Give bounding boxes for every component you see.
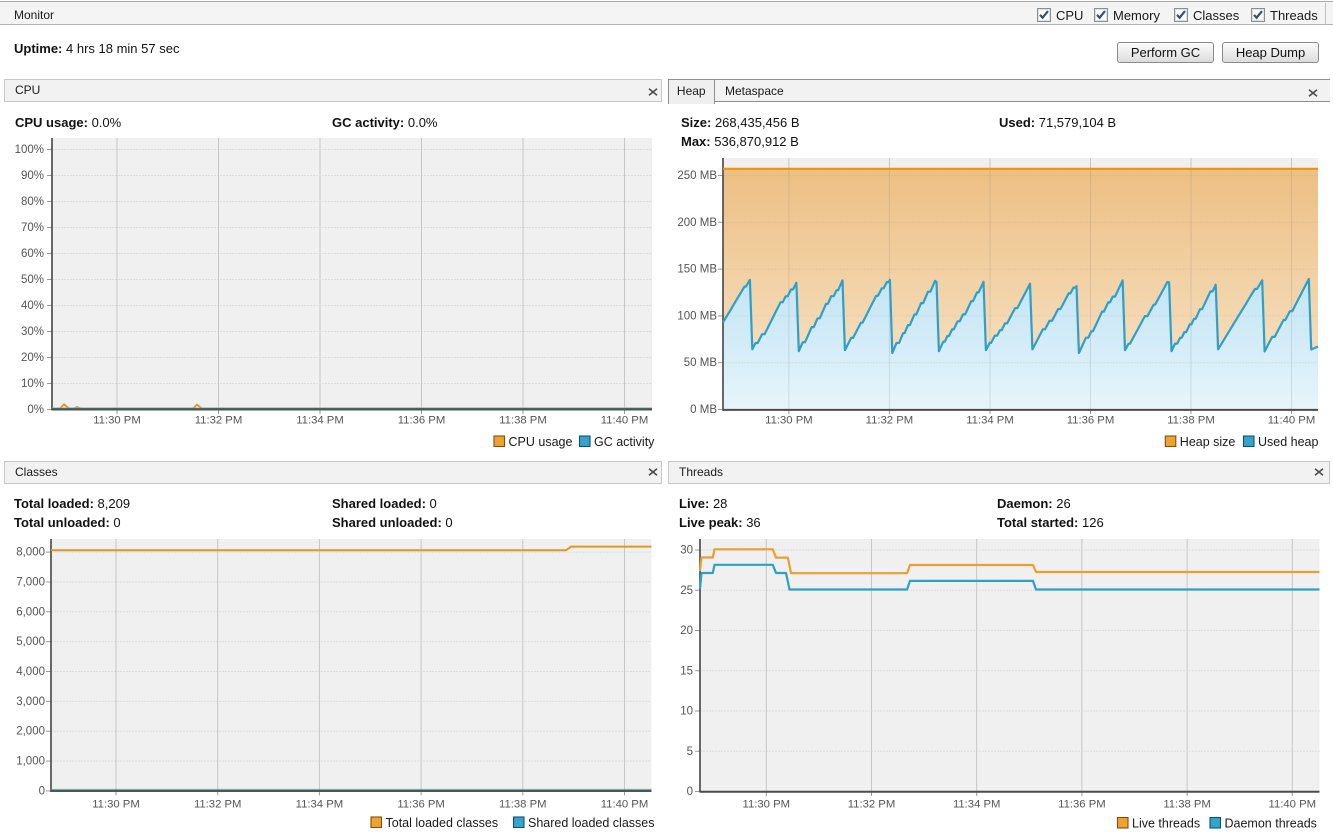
svg-text:20%: 20% [21, 352, 44, 364]
svg-text:Total loaded classes: Total loaded classes [386, 816, 499, 830]
svg-text:250 MB: 250 MB [677, 170, 717, 182]
svg-text:11:36 PM: 11:36 PM [398, 415, 446, 427]
svg-text:11:38 PM: 11:38 PM [1167, 415, 1215, 427]
svg-text:3,000: 3,000 [16, 696, 45, 708]
svg-text:90%: 90% [21, 170, 44, 182]
svg-text:11:40 PM: 11:40 PM [1269, 799, 1317, 811]
svg-text:11:30 PM: 11:30 PM [92, 799, 140, 811]
svg-text:11:38 PM: 11:38 PM [1163, 799, 1211, 811]
svg-text:25: 25 [680, 585, 693, 597]
svg-text:11:32 PM: 11:32 PM [866, 415, 914, 427]
svg-text:2,000: 2,000 [16, 726, 45, 738]
svg-text:50 MB: 50 MB [684, 357, 718, 369]
svg-text:Daemon threads: Daemon threads [1225, 817, 1317, 831]
svg-text:70%: 70% [21, 222, 44, 234]
svg-text:10%: 10% [21, 378, 44, 390]
svg-text:5: 5 [687, 746, 693, 758]
svg-text:11:40 PM: 11:40 PM [1268, 415, 1316, 427]
svg-text:11:38 PM: 11:38 PM [499, 415, 547, 427]
svg-text:11:34 PM: 11:34 PM [953, 799, 1001, 811]
svg-text:100%: 100% [15, 144, 44, 156]
svg-text:11:32 PM: 11:32 PM [195, 415, 243, 427]
svg-text:Used heap: Used heap [1258, 435, 1319, 449]
svg-text:0 MB: 0 MB [690, 404, 717, 416]
svg-text:11:36 PM: 11:36 PM [1058, 799, 1106, 811]
svg-text:11:36 PM: 11:36 PM [1067, 415, 1115, 427]
svg-text:20: 20 [680, 625, 693, 637]
svg-text:0: 0 [39, 785, 45, 797]
svg-text:11:30 PM: 11:30 PM [765, 415, 813, 427]
svg-text:11:32 PM: 11:32 PM [848, 799, 896, 811]
svg-text:CPU usage: CPU usage [509, 435, 573, 449]
svg-text:Heap size: Heap size [1180, 435, 1236, 449]
svg-text:11:36 PM: 11:36 PM [397, 799, 445, 811]
svg-text:11:40 PM: 11:40 PM [601, 415, 649, 427]
svg-text:40%: 40% [21, 300, 44, 312]
svg-text:7,000: 7,000 [16, 576, 45, 588]
svg-text:80%: 80% [21, 196, 44, 208]
svg-text:150 MB: 150 MB [677, 264, 717, 276]
svg-text:1,000: 1,000 [16, 756, 45, 768]
svg-text:10: 10 [680, 706, 693, 718]
svg-text:60%: 60% [21, 248, 44, 260]
svg-text:30%: 30% [21, 326, 44, 338]
svg-text:Shared loaded classes: Shared loaded classes [528, 816, 654, 830]
svg-text:11:38 PM: 11:38 PM [499, 799, 547, 811]
svg-text:15: 15 [680, 665, 693, 677]
svg-text:11:30 PM: 11:30 PM [743, 799, 791, 811]
svg-text:0%: 0% [27, 404, 44, 416]
svg-text:GC activity: GC activity [594, 435, 655, 449]
svg-text:Live threads: Live threads [1132, 817, 1200, 831]
svg-text:30: 30 [680, 545, 693, 557]
svg-text:200 MB: 200 MB [677, 217, 717, 229]
svg-text:4,000: 4,000 [16, 666, 45, 678]
svg-text:11:34 PM: 11:34 PM [296, 415, 344, 427]
svg-text:6,000: 6,000 [16, 606, 45, 618]
svg-text:11:40 PM: 11:40 PM [601, 799, 649, 811]
svg-text:8,000: 8,000 [16, 547, 45, 559]
svg-text:100 MB: 100 MB [677, 310, 717, 322]
svg-text:11:32 PM: 11:32 PM [194, 799, 242, 811]
svg-text:11:30 PM: 11:30 PM [93, 415, 141, 427]
svg-text:11:34 PM: 11:34 PM [966, 415, 1014, 427]
svg-text:5,000: 5,000 [16, 636, 45, 648]
svg-text:50%: 50% [21, 274, 44, 286]
svg-text:11:34 PM: 11:34 PM [296, 799, 344, 811]
svg-text:0: 0 [687, 786, 693, 798]
